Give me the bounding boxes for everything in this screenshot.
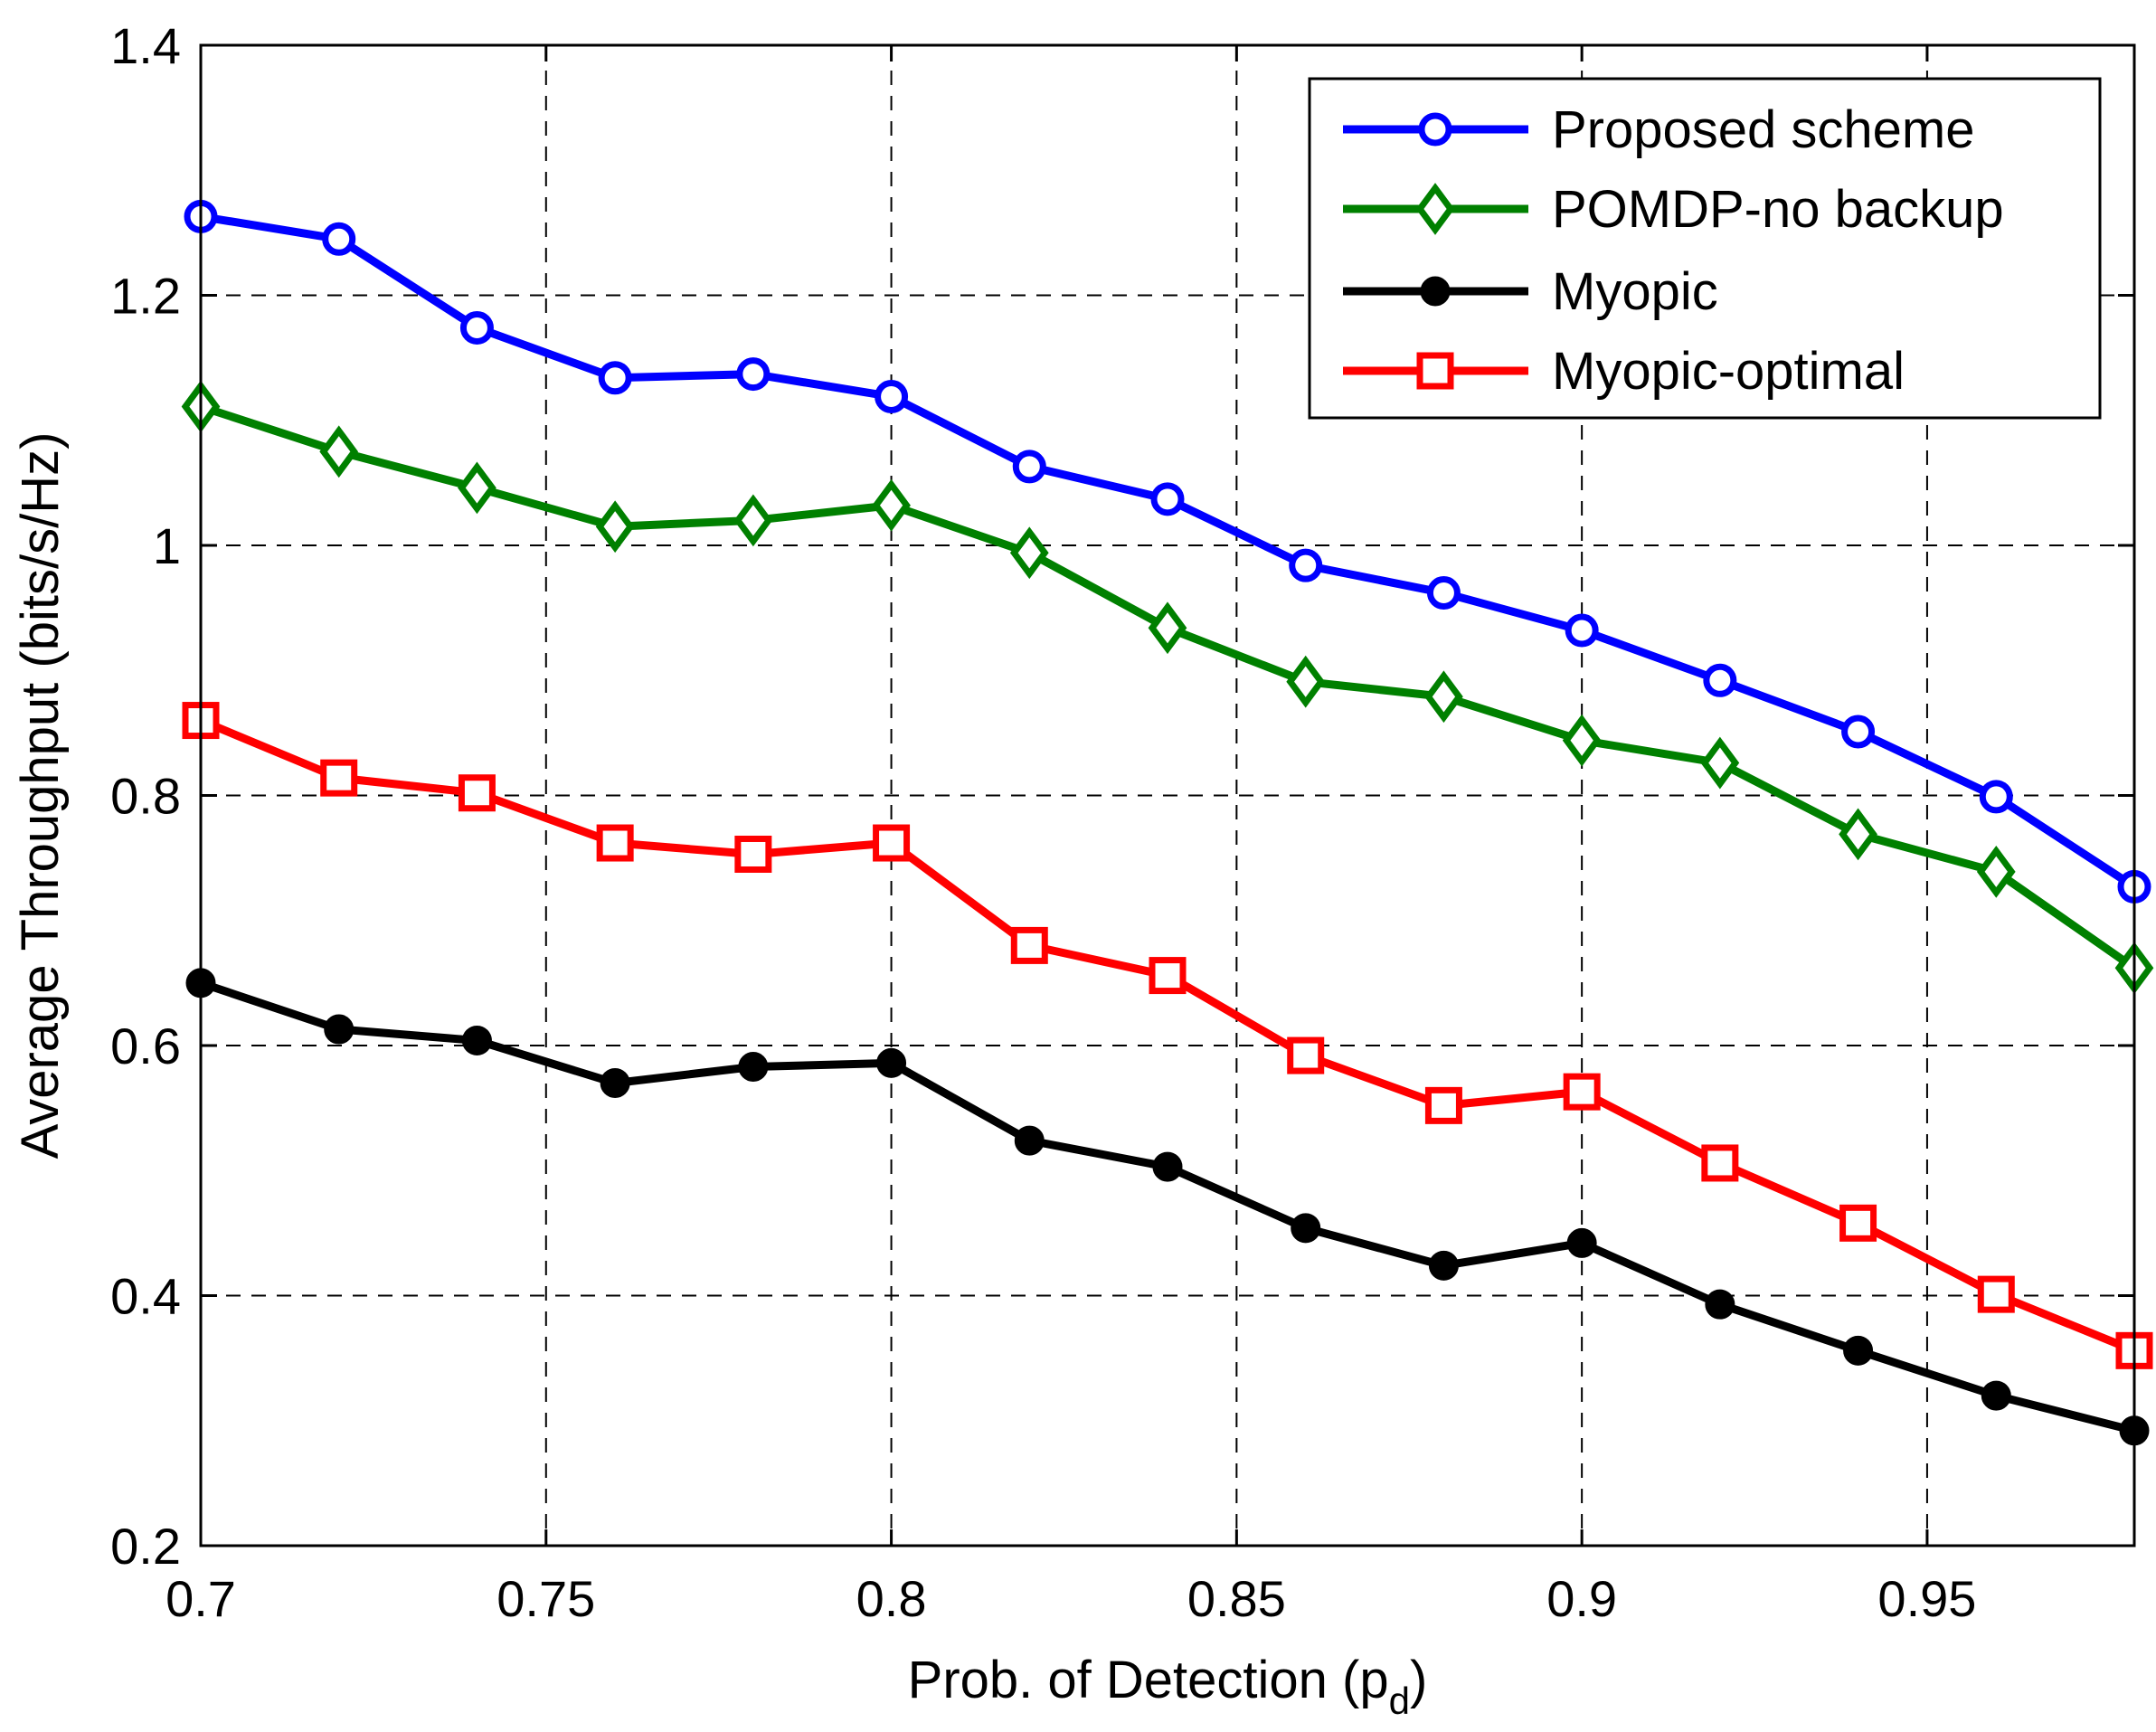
legend-label: Myopic: [1552, 262, 1718, 321]
data-point-myopic: [1981, 1380, 2011, 1411]
x-tick-label: 0.95: [1877, 1570, 1976, 1627]
data-point-proposed-scheme: [598, 361, 632, 395]
y-axis-label: Average Throughput (bits/s/Hz): [11, 432, 70, 1159]
data-point-myopic-optimal: [873, 824, 911, 862]
x-tick-label: 0.8: [856, 1570, 927, 1627]
data-point-myopic: [1843, 1335, 1874, 1366]
data-point-myopic-optimal: [320, 759, 358, 797]
data-point-myopic: [876, 1047, 907, 1078]
data-point-proposed-scheme: [1841, 715, 1876, 749]
x-axis-label-subscript: d: [1389, 1680, 1410, 1722]
y-tick-label: 0.6: [110, 1017, 181, 1074]
data-point-proposed-scheme: [1979, 780, 2013, 814]
data-point-pomdp-no-backup: [1286, 655, 1326, 708]
x-axis-label-suffix: ): [1410, 1651, 1427, 1709]
data-point-pomdp-no-backup: [1562, 714, 1602, 767]
x-tick-label: 0.9: [1546, 1570, 1617, 1627]
legend-swatch-marker: [1416, 352, 1454, 390]
y-tick-label: 0.2: [110, 1518, 181, 1575]
data-point-myopic: [1014, 1125, 1045, 1156]
legend-label: POMDP-no backup: [1552, 180, 2004, 239]
data-point-myopic: [1291, 1213, 1321, 1244]
legend-entry-myopic-optimal: Myopic-optimal: [1343, 342, 1905, 401]
x-axis-label-main: Prob. of Detection (p: [908, 1651, 1389, 1709]
legend-entry-proposed-scheme: Proposed scheme: [1343, 100, 1974, 159]
legend-label: Proposed scheme: [1552, 100, 1974, 159]
y-tick-label: 0.8: [110, 768, 181, 825]
data-point-myopic-optimal: [1010, 926, 1048, 964]
data-point-myopic: [1428, 1250, 1459, 1281]
data-point-pomdp-no-backup: [1839, 808, 1877, 861]
grid-lines: [201, 45, 2134, 1546]
data-point-proposed-scheme: [459, 310, 494, 345]
data-point-proposed-scheme: [1703, 663, 1737, 697]
data-point-pomdp-no-backup: [733, 494, 773, 547]
data-point-pomdp-no-backup: [595, 500, 635, 554]
data-point-myopic: [1152, 1151, 1183, 1182]
data-point-pomdp-no-backup: [1148, 601, 1187, 655]
data-point-proposed-scheme: [1012, 450, 1046, 484]
x-tick-label: 0.75: [496, 1570, 595, 1627]
data-point-pomdp-no-backup: [1700, 736, 1740, 790]
data-point-pomdp-no-backup: [1009, 526, 1049, 580]
data-point-myopic-optimal: [734, 835, 772, 873]
axis-ticks: 0.7 0.75 0.8 0.85 0.9 0.95 0.2 0.4 0.6 0.8 1 1.2 1.4: [110, 17, 2134, 1627]
data-point-myopic: [1705, 1289, 1735, 1320]
data-point-myopic: [738, 1052, 769, 1083]
x-axis-label: Prob. of Detection (pd): [908, 1651, 1428, 1722]
data-point-myopic-optimal: [1149, 957, 1187, 995]
legend: Proposed scheme POMDP-no backup Myopic Myop…: [1308, 77, 2102, 420]
data-point-myopic-optimal: [458, 774, 496, 812]
x-tick-label: 0.7: [165, 1570, 236, 1627]
data-point-proposed-scheme: [1426, 576, 1461, 610]
legend-entry-pomdp-no-backup: POMDP-no backup: [1343, 180, 2004, 239]
data-point-pomdp-no-backup: [319, 425, 359, 478]
series-pomdp-no-backup: [181, 380, 2154, 995]
data-point-proposed-scheme: [1289, 548, 1323, 582]
legend-label: Myopic-optimal: [1552, 342, 1905, 401]
data-point-pomdp-no-backup: [872, 478, 911, 532]
data-point-myopic-optimal: [1839, 1204, 1877, 1242]
data-point-myopic: [600, 1067, 630, 1098]
data-point-proposed-scheme: [1565, 613, 1599, 648]
data-point-myopic-optimal: [1701, 1144, 1739, 1182]
legend-swatch-marker: [1420, 276, 1451, 307]
data-point-myopic-optimal: [1287, 1036, 1325, 1074]
legend-swatch-marker: [1418, 112, 1452, 147]
y-tick-label: 1: [153, 517, 181, 574]
series-myopic: [185, 968, 2150, 1446]
data-point-pomdp-no-backup: [458, 461, 496, 515]
y-tick-label: 1.2: [110, 268, 181, 325]
data-point-myopic: [324, 1014, 355, 1045]
data-point-pomdp-no-backup: [1976, 845, 2016, 898]
data-point-myopic: [1566, 1227, 1597, 1258]
data-point-proposed-scheme: [1150, 482, 1185, 516]
legend-swatch-marker: [1415, 183, 1455, 235]
y-tick-label: 0.4: [110, 1268, 181, 1325]
data-point-myopic-optimal: [596, 824, 634, 862]
data-point-myopic-optimal: [1424, 1086, 1462, 1124]
data-point-myopic-optimal: [1977, 1275, 2015, 1313]
data-point-proposed-scheme: [322, 222, 356, 256]
y-tick-label: 1.4: [110, 17, 181, 74]
data-point-proposed-scheme: [736, 357, 771, 392]
series-proposed-scheme: [184, 199, 2151, 904]
legend-entry-myopic: Myopic: [1343, 262, 1718, 321]
data-point-pomdp-no-backup: [1424, 670, 1463, 724]
data-point-myopic-optimal: [1563, 1073, 1601, 1111]
data-point-myopic: [461, 1025, 492, 1055]
data-point-proposed-scheme: [875, 379, 909, 413]
x-tick-label: 0.85: [1187, 1570, 1286, 1627]
series-group: [181, 199, 2154, 1446]
